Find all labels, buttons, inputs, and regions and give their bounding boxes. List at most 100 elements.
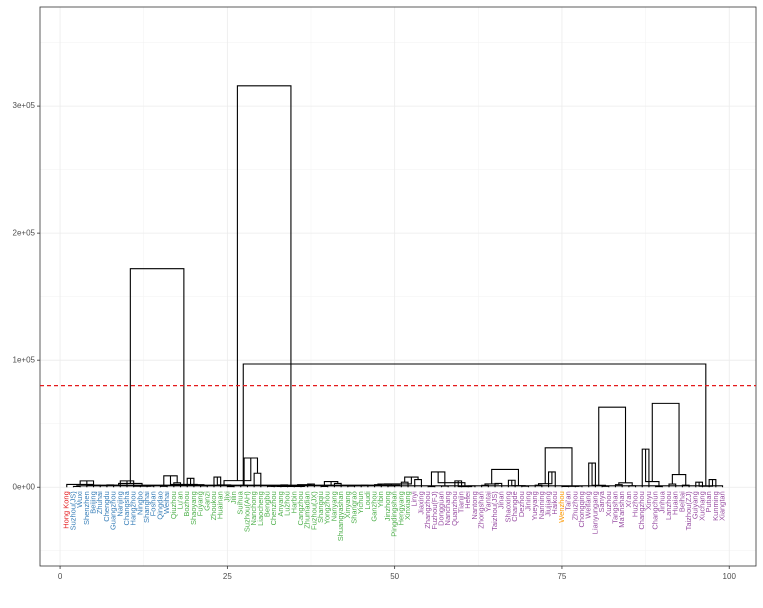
leaf-label: Suzhou(JS) [68,491,77,531]
leaf-label: Shuangyashan [336,491,345,541]
x-tick-label: 25 [223,572,232,581]
leaf-label: Beihai [677,491,686,512]
leaf-label: Zhuhai [95,491,104,514]
grid-lines [40,7,756,566]
dendrogram-link [243,457,259,486]
leaf-label: Sanya [597,490,606,512]
leaf-label: Xinxiang [403,491,412,520]
leaf-label: Yichun [356,491,365,514]
leaf-label: Hefei [463,491,472,509]
leaf-label: Shaoxing [503,491,512,522]
leaf-label: Qiuzhou [169,491,178,519]
leaf-label: Zhuzhou [570,491,579,520]
leaf-label: Bengbu [262,491,271,517]
leaf-label: Haikou [550,491,559,514]
leaf-label: Changde [510,491,519,521]
leaf-label: Kunming [711,491,720,521]
leaf-label: Ganzhou [370,491,379,521]
leaf-label: Harbin [289,491,298,513]
leaf-label: Taizhou(ZJ) [684,491,693,531]
y-tick-label: 0e+00 [13,482,36,491]
leaf-label: Nantong [470,491,479,519]
dendrogram-link [129,268,185,485]
dendrogram-link [655,486,663,488]
leaf-label: Guangzhou [109,491,118,530]
leaf-label: Anyang [276,491,285,516]
leaf-label: Changzhou [637,491,646,529]
leaf-label: Chongqing [577,491,586,527]
leaf-label: Lu'an [176,491,185,509]
x-tick-label: 75 [557,572,566,581]
leaf-label: Tai'an [564,491,573,510]
leaf-label: Xinyu [644,491,653,510]
panel-border [39,6,757,567]
leaf-label: Zhongshan [477,491,486,529]
leaf-label: Shanghai [142,491,151,523]
dendrogram-link [226,486,235,488]
leaf-label: Xi'an [624,491,633,507]
leaf-labels: Hong KongSuzhou(JS)WuxiShenzhenBeijingZh… [62,490,727,541]
leaf-label: Tangshan [610,491,619,524]
leaf-label: Fuzhou(FJ) [430,491,439,530]
leaf-label: Huainan [216,491,225,519]
leaf-label: Zhumadian [303,491,312,529]
dendrogram-link [213,476,222,488]
leaf-label: Fuyang [196,491,205,516]
leaf-label: Jiujiang [544,491,553,516]
dendrogram-link [320,485,329,488]
dendrogram-link [430,471,446,487]
leaf-label: Jilin [229,491,238,504]
leaf-label: Zhangzhou [423,491,432,529]
leaf-label: Nanchong [249,491,258,525]
leaf-label: Huaian [671,491,680,515]
leaf-label: Putian [704,491,713,512]
leaf-label: Shaoyang [189,491,198,525]
leaf-label: Bozhou [182,491,191,516]
leaf-label: Wuxi [75,491,84,508]
leaf-label: Xiangtan [718,491,727,521]
leaf-label: Chenzhou [269,491,278,525]
dendrogram-link [588,462,596,488]
leaf-label: Nanning [537,491,546,519]
leaf-label: Nanchang [443,491,452,525]
leaf-label: Xinyang [343,491,352,518]
x-tick-label: 0 [58,572,63,581]
dendrogram-link [404,476,419,483]
dendrogram-link [507,479,516,488]
leaf-label: Suzhou(AH) [242,491,251,532]
leaf-label: Dongguan [436,491,445,526]
dendrogram-link [544,447,573,487]
leaf-label: Suihua [236,490,245,514]
leaf-label: Hong Kong [62,491,71,529]
leaf-label: Fuzhou(JX) [309,491,318,530]
leaf-label: Jinzhong [383,491,392,521]
dendrogram-link [384,477,412,485]
leaf-label: Liaocheng [256,491,265,526]
dendrogram-link [537,471,553,486]
leaf-label: Cangzhou [296,491,305,525]
y-axis: 0e+00 1e+05 2e+05 3e+05 [13,101,40,491]
leaf-label: Pingdingshan [390,491,399,536]
dendrogram-link [708,479,717,488]
leaf-label: Guiyang [691,491,700,519]
leaf-label: Changsha [122,490,131,525]
leaf-label: Jinan [497,491,506,509]
dendrogram-link [651,402,680,482]
dendrogram-link [641,448,650,488]
leaf-label: Xuzhou [604,491,613,516]
leaf-label: Huzhou [631,491,640,517]
leaf-label: Weihai [162,491,171,514]
leaf-label: Hengyang [396,491,405,525]
leaf-label: Lianyungang [590,491,599,534]
leaf-label: Shangrao [349,491,358,524]
dendrogram-link [598,406,627,486]
dendrogram-link [277,484,305,488]
leaf-label: Foshan [149,491,158,516]
leaf-label: Hangzhou [129,491,138,525]
dendrogram-link [242,363,707,487]
dendrogram-link [236,85,292,487]
y-tick-label: 3e+05 [13,101,36,110]
leaf-label: Lanzhou [664,491,673,520]
dendrogram-link [72,485,81,488]
